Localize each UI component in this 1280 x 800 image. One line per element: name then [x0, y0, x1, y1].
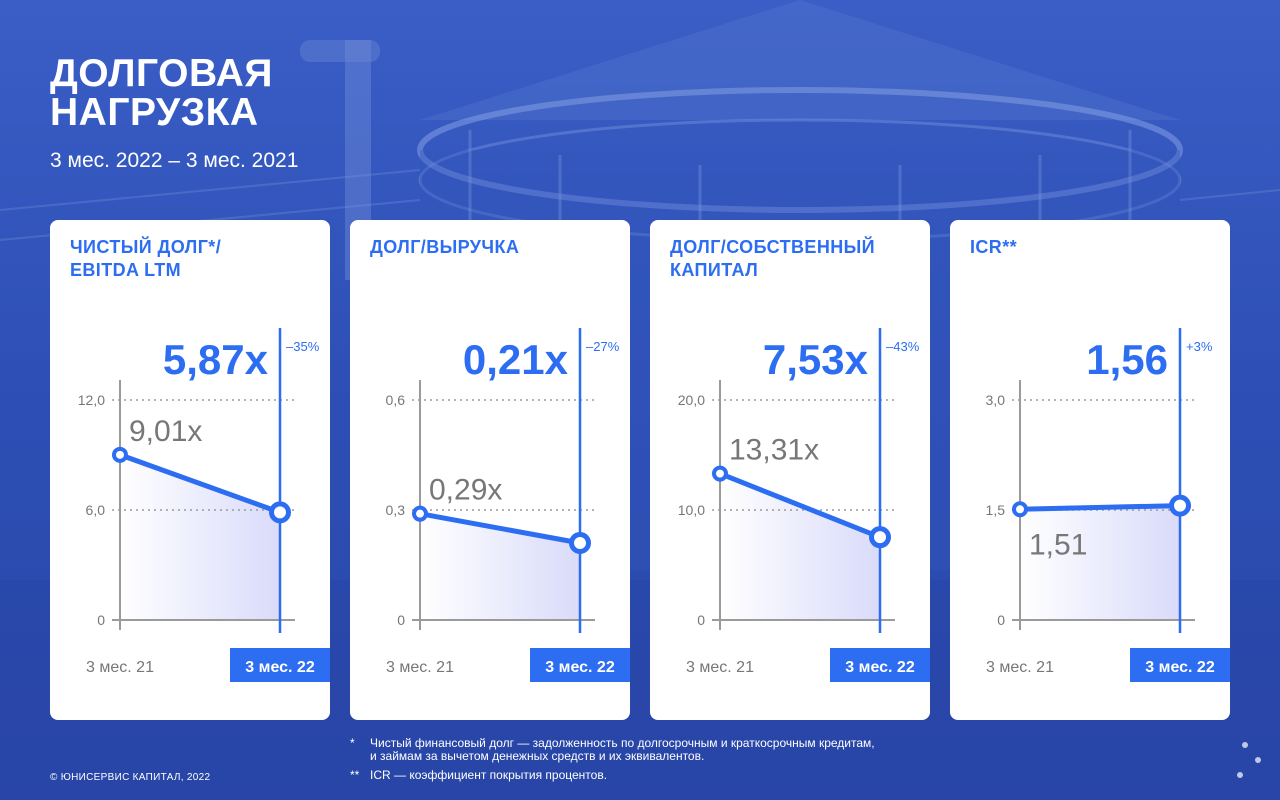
card-title-line1: ICR**: [970, 237, 1018, 257]
footnote: ** ICR — коэффициент покрытия процентов.: [350, 769, 875, 782]
line-chart: 0 1,5 3,0 1,51 1,56 +3% 3 мес. 21 3 мес. 22: [986, 328, 1230, 682]
line-chart: 0 0,3 0,6 0,29x 0,21x –27% 3 мес. 21 3 мес. 22: [386, 328, 630, 682]
footnote-line1: ICR — коэффициент покрытия процентов.: [370, 768, 608, 782]
data-point-current: [569, 532, 591, 554]
series-line: [117, 452, 283, 515]
x-tick-label-prev: 3 мес. 21: [386, 659, 454, 676]
y-tick-label: 12,0: [78, 392, 105, 408]
current-period-badge: [1130, 648, 1230, 682]
x-tick-label-current: 3 мес. 22: [545, 659, 615, 676]
y-tick-label: 20,0: [678, 392, 705, 408]
chart-card-debt-equity: ДОЛГ/СОБСТВЕННЫЙ КАПИТАЛ 0 10,0 20,0 13,31x…: [650, 220, 930, 720]
x-tick-label-current: 3 мес. 22: [845, 659, 915, 676]
page-title-line2: НАГРУЗКА: [50, 91, 259, 134]
line-chart: 0 10,0 20,0 13,31x 7,53x –43% 3 мес. 21 3 мес. …: [678, 328, 930, 682]
footnote-text: Чистый финансовый долг — задолженность п…: [370, 737, 875, 763]
copyright: © ЮНИСЕРВИС КАПИТАЛ, 2022: [50, 772, 211, 783]
y-tick-label: 0: [697, 612, 705, 628]
x-tick-label-prev: 3 мес. 21: [686, 659, 754, 676]
series-line: [1017, 503, 1183, 512]
current-period-badge: [230, 648, 330, 682]
footnotes: * Чистый финансовый долг — задолженность…: [350, 737, 875, 788]
card-title: ICR**: [970, 236, 1220, 259]
line-chart: 0 6,0 12,0 9,01x 5,87x –35% 3 мес. 21 3 мес. 22: [78, 328, 330, 682]
y-tick-label: 10,0: [678, 502, 705, 518]
chart-card-debt-revenue: ДОЛГ/ВЫРУЧКА 0 0,3 0,6 0,29x 0,21x –27% 3 мес.…: [350, 220, 630, 720]
data-point-prev: [712, 465, 728, 482]
data-point-prev: [1012, 501, 1028, 518]
data-point-current: [269, 501, 291, 524]
y-tick-label: 0,3: [386, 502, 406, 518]
card-title-line1: ЧИСТЫЙ ДОЛГ*/: [70, 237, 222, 257]
data-label-current: 7,53x: [763, 336, 869, 383]
y-tick-label: 0,6: [386, 392, 406, 408]
data-label-prev: 0,29x: [429, 474, 502, 507]
card-title: ДОЛГ/СОБСТВЕННЫЙ КАПИТАЛ: [670, 236, 920, 282]
chart-card-net-debt-ebitda: ЧИСТЫЙ ДОЛГ*/ EBITDA LTM 0 6,0 12,0 9,01x 5,…: [50, 220, 330, 720]
change-label: –43%: [886, 339, 920, 354]
card-title-line2: КАПИТАЛ: [670, 260, 759, 280]
data-label-prev: 1,51: [1029, 528, 1087, 561]
data-point-current: [869, 526, 891, 549]
y-tick-label: 0: [397, 612, 405, 628]
y-tick-label: 0: [997, 612, 1005, 628]
page-subtitle: 3 мес. 2022 – 3 мес. 2021: [50, 149, 299, 172]
footnote-line2: и займам за вычетом денежных средств и и…: [370, 749, 705, 763]
data-label-current: 0,21x: [463, 336, 569, 383]
series-line: [717, 471, 883, 540]
card-title-line1: ДОЛГ/СОБСТВЕННЫЙ: [670, 237, 875, 257]
series-line: [417, 511, 583, 546]
footnote-text: ICR — коэффициент покрытия процентов.: [370, 769, 607, 782]
change-label: –27%: [586, 339, 620, 354]
footnote-mark: *: [350, 736, 355, 750]
y-tick-label: 3,0: [986, 392, 1006, 408]
area-fill: [420, 513, 580, 620]
area-fill: [1020, 505, 1180, 620]
page-title-line1: ДОЛГОВАЯ: [50, 52, 273, 95]
data-label-current: 1,56: [1086, 336, 1168, 383]
page-title: ДОЛГОВАЯ НАГРУЗКА: [50, 54, 273, 132]
chart-card-icr: ICR** 0 1,5 3,0 1,51 1,56 +3% 3 мес. 21 3 мес. …: [950, 220, 1230, 720]
x-tick-label-prev: 3 мес. 21: [86, 659, 154, 676]
area-fill: [120, 454, 280, 620]
footnote-line1: Чистый финансовый долг — задолженность п…: [370, 736, 875, 750]
footnote-mark: **: [350, 768, 360, 782]
y-tick-label: 6,0: [86, 502, 106, 518]
y-tick-label: 0: [97, 612, 105, 628]
footnote: * Чистый финансовый долг — задолженность…: [350, 737, 875, 763]
x-tick-label-prev: 3 мес. 21: [986, 659, 1054, 676]
data-point-prev: [112, 446, 128, 463]
current-period-badge: [830, 648, 930, 682]
change-label: +3%: [1186, 339, 1213, 354]
y-tick-label: 1,5: [986, 502, 1006, 518]
x-tick-label-current: 3 мес. 22: [245, 659, 315, 676]
card-title-line1: ДОЛГ/ВЫРУЧКА: [370, 237, 520, 257]
data-point-current: [1169, 494, 1191, 517]
data-label-prev: 9,01x: [129, 415, 202, 448]
area-fill: [720, 473, 880, 620]
change-label: –35%: [286, 339, 320, 354]
current-period-badge: [530, 648, 630, 682]
data-label-prev: 13,31x: [729, 434, 819, 467]
x-tick-label-current: 3 мес. 22: [1145, 659, 1215, 676]
data-point-prev: [412, 505, 428, 522]
data-label-current: 5,87x: [163, 336, 269, 383]
card-title: ДОЛГ/ВЫРУЧКА: [370, 236, 620, 259]
card-title: ЧИСТЫЙ ДОЛГ*/ EBITDA LTM: [70, 236, 320, 282]
card-title-line2: EBITDA LTM: [70, 260, 181, 280]
